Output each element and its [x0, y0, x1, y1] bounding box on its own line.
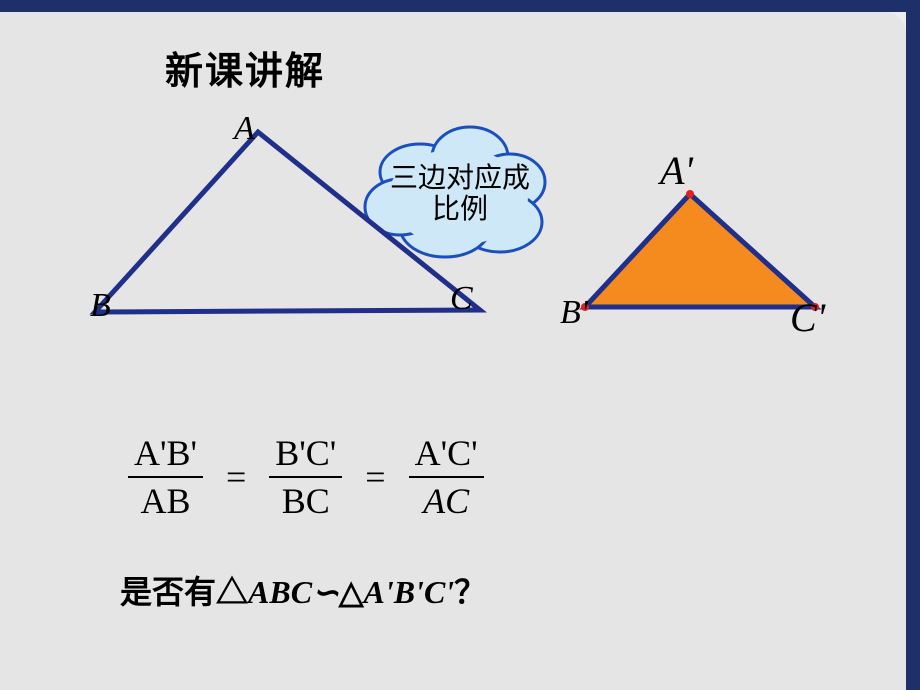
cloud-label: 三边对应成比例: [380, 164, 540, 226]
proportion-equation: A'B' AB = B'C' BC = A'C' AC: [120, 432, 492, 522]
vertex-label-c1: C': [790, 294, 825, 341]
fraction-2: B'C' BC: [269, 432, 342, 522]
equals-1: =: [226, 457, 246, 497]
side-bar: [906, 0, 920, 690]
fraction-1: A'B' AB: [128, 432, 203, 522]
vertex-label-b1: B': [560, 294, 588, 332]
page: 新课讲解 三边对应成比例 A B C A' B' C' A'B' AB: [0, 12, 906, 690]
vertex-label-c: C: [450, 280, 473, 318]
triangle-a1b1c1: [585, 194, 815, 307]
top-bar: [0, 0, 920, 12]
equals-2: =: [365, 457, 385, 497]
vertex-label-a1: A': [660, 147, 693, 194]
vertex-label-a: A: [234, 110, 255, 148]
fraction-3: A'C' AC: [409, 432, 484, 522]
question-text: 是否有△ABC∽△A'B'C'？: [120, 567, 486, 613]
vertex-label-b: B: [90, 287, 111, 325]
